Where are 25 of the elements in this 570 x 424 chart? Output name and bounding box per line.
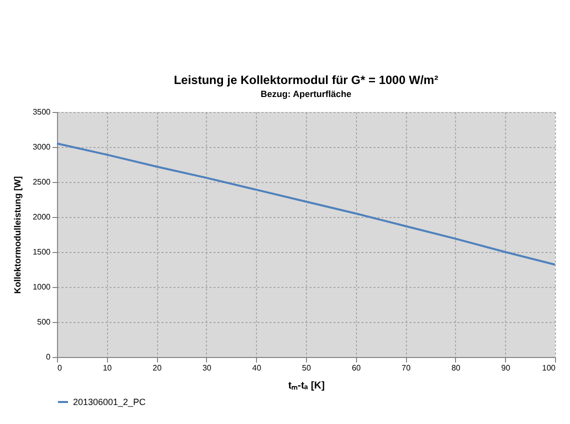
x-tick-label: 70 [402, 364, 412, 372]
y-tick-label: 2000 [32, 212, 52, 222]
legend-label: 201306001_2_PC [73, 397, 146, 407]
x-tick-label: 80 [451, 364, 461, 372]
x-tick-label: 50 [302, 364, 312, 372]
line-series [56, 142, 556, 266]
y-tick-label: 3000 [32, 142, 52, 152]
x-tick-label: 40 [252, 364, 262, 372]
chart-title: Leistung je Kollektormodul für G* = 1000 W/m² [174, 73, 438, 87]
x-tick-label: 20 [152, 364, 162, 372]
y-tick-label: 1500 [32, 248, 52, 256]
x-tick-label: 100 [542, 364, 556, 372]
y-tick-label: 1000 [32, 282, 52, 292]
x-tick-label: 60 [352, 364, 362, 372]
y-axis-title: Kollektormodulleistung [W] [12, 176, 23, 294]
y-tick-label: 2500 [32, 178, 52, 186]
x-tick-label: 0 [58, 364, 62, 372]
x-tick-label: 30 [202, 364, 212, 372]
x-axis-title: tₘ-tₐ [K] [288, 380, 325, 392]
y-tick-label: 0 [46, 352, 52, 362]
chart-subtitle: Bezug: Aperturfläche [260, 89, 352, 99]
y-tick-label: 3500 [32, 108, 52, 116]
x-tick-label: 90 [501, 364, 511, 372]
x-tick-label: 10 [102, 364, 112, 372]
y-tick-label: 500 [37, 318, 52, 326]
